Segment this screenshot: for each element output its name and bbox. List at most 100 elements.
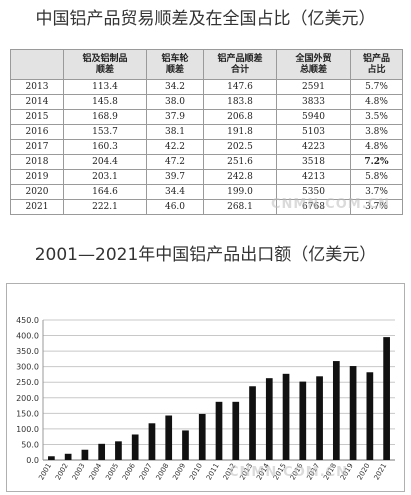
- value-cell: 38.0: [146, 94, 204, 110]
- y-tick-label: 350.0: [16, 347, 39, 356]
- value-cell: 5940: [276, 109, 351, 125]
- year-cell: 2017: [10, 139, 64, 155]
- bar: [316, 376, 323, 460]
- table-row: 2015 168.9 37.9 206.8 5940 3.5%: [10, 109, 403, 125]
- x-tick-label: 2020: [356, 462, 372, 481]
- x-tick-label: 2010: [188, 462, 204, 481]
- bar: [232, 401, 240, 460]
- year-cell: 2018: [10, 154, 64, 170]
- y-tick-label: 100.0: [16, 425, 39, 434]
- bar: [332, 361, 340, 460]
- value-cell: 7.2%: [350, 154, 403, 170]
- year-cell: 2014: [10, 94, 64, 110]
- bar: [282, 373, 290, 460]
- bar: [81, 449, 89, 460]
- value-cell: 202.5: [203, 139, 277, 155]
- y-tick-label: 50.0: [21, 440, 39, 449]
- watermark: CNMN.COM.CN: [271, 197, 391, 212]
- year-cell: 2019: [10, 169, 64, 185]
- value-cell: 199.0: [203, 184, 277, 200]
- x-tick-label: 2006: [121, 462, 137, 482]
- table-body: 2013 113.4 34.2 147.6 2591 5.7% 2014 145.8 38.0 1…: [10, 79, 403, 215]
- value-cell: 5.7%: [350, 79, 403, 95]
- bar: [165, 415, 173, 460]
- year-cell: 2021: [10, 199, 64, 215]
- y-tick-label: 400.0: [16, 332, 39, 341]
- x-tick-label: 2021: [373, 462, 389, 481]
- bar: [148, 423, 156, 460]
- value-cell: 3.5%: [350, 109, 403, 125]
- bar: [115, 441, 122, 460]
- value-cell: 3518: [276, 154, 351, 170]
- year-cell: 2016: [10, 124, 64, 140]
- value-cell: 147.6: [203, 79, 277, 95]
- table-header-cell: 全国外贸 总顺差: [276, 49, 351, 80]
- table-row: 2021 222.1 46.0 268.1 6768 3.7%: [10, 199, 403, 215]
- chart-title: 2001—2021年中国铝产品出口额（亿美元）: [34, 245, 377, 265]
- table-header-cell: 铝车轮 顺差: [146, 49, 204, 80]
- year-cell: 2013: [10, 79, 64, 95]
- value-cell: 160.3: [63, 139, 147, 155]
- value-cell: 5103: [276, 124, 351, 140]
- value-cell: 34.2: [146, 79, 204, 95]
- year-cell: 2015: [10, 109, 64, 125]
- value-cell: 145.8: [63, 94, 147, 110]
- year-cell: 2020: [10, 184, 64, 200]
- value-cell: 153.7: [63, 124, 147, 140]
- table-header-cell: 铝及铝制品 顺差: [63, 49, 147, 80]
- value-cell: 34.4: [146, 184, 204, 200]
- bar: [265, 378, 273, 460]
- value-cell: 183.8: [203, 94, 277, 110]
- value-cell: 3.7%: [350, 199, 403, 215]
- table-row: 2017 160.3 42.2 202.5 4223 4.8%: [10, 139, 403, 155]
- value-cell: 204.4: [63, 154, 147, 170]
- y-tick-label: 0.0: [26, 456, 39, 465]
- bar-chart: 0.0 50.0 100.0 150.0 200.0 250.0 300.0 350.0 400…: [16, 316, 395, 482]
- value-cell: 4.8%: [350, 94, 403, 110]
- bar: [383, 337, 390, 460]
- table-header-cell: 铝产品 占比: [350, 49, 403, 80]
- table-row: 2016 153.7 38.1 191.8 5103 3.8%: [10, 124, 403, 140]
- table-row: 2013 113.4 34.2 147.6 2591 5.7%: [10, 79, 403, 95]
- y-tick-label: 150.0: [16, 409, 39, 418]
- bar: [64, 453, 72, 460]
- value-cell: 251.6: [203, 154, 277, 170]
- table-title: 中国铝产品贸易顺差及在全国占比（亿美元）: [35, 9, 376, 29]
- x-tick-label: 2009: [171, 462, 187, 481]
- table-row: 2019 203.1 39.7 242.8 4213 5.8%: [10, 169, 403, 185]
- bar: [98, 443, 106, 460]
- table-header-cell: [10, 49, 64, 80]
- bar: [349, 366, 357, 460]
- x-tick-label: 2003: [71, 462, 87, 481]
- table-header-row: 铝及铝制品 顺差 铝车轮 顺差 铝产品顺差 合计 全国外贸 总顺差 铝产品 占比: [10, 49, 403, 80]
- value-cell: 168.9: [63, 109, 147, 125]
- y-tick-label: 250.0: [16, 378, 39, 387]
- table-header-cell: 铝产品顺差 合计: [203, 49, 277, 80]
- value-cell: 4223: [276, 139, 351, 155]
- y-tick-label: 200.0: [16, 394, 39, 403]
- value-cell: 203.1: [63, 169, 147, 185]
- value-cell: 268.1: [203, 199, 277, 215]
- value-cell: 4213: [276, 169, 351, 185]
- value-cell: 222.1: [63, 199, 147, 215]
- value-cell: 191.8: [203, 124, 277, 140]
- value-cell: 39.7: [146, 169, 204, 185]
- bar: [366, 372, 374, 460]
- bar: [249, 386, 256, 460]
- y-tick-label: 450.0: [16, 316, 39, 325]
- trade-surplus-table: 铝及铝制品 顺差 铝车轮 顺差 铝产品顺差 合计 全国外贸 总顺差 铝产品 占比 2013 113.…: [10, 49, 403, 215]
- value-cell: 2591: [276, 79, 351, 95]
- value-cell: 242.8: [203, 169, 277, 185]
- bar: [131, 434, 139, 460]
- value-cell: 5.8%: [350, 169, 403, 185]
- x-tick-label: 2002: [54, 462, 70, 481]
- bar: [48, 456, 55, 460]
- y-tick-label: 300.0: [16, 363, 39, 372]
- x-tick-label: 2007: [138, 462, 154, 481]
- x-tick-label: 2005: [104, 462, 120, 481]
- bar: [215, 401, 223, 460]
- table-row: 2018 204.4 47.2 251.6 3518 7.2%: [10, 154, 403, 170]
- x-tick-label: 2008: [155, 462, 171, 481]
- value-cell: 46.0: [146, 199, 204, 215]
- x-tick-label: 2001: [37, 462, 53, 481]
